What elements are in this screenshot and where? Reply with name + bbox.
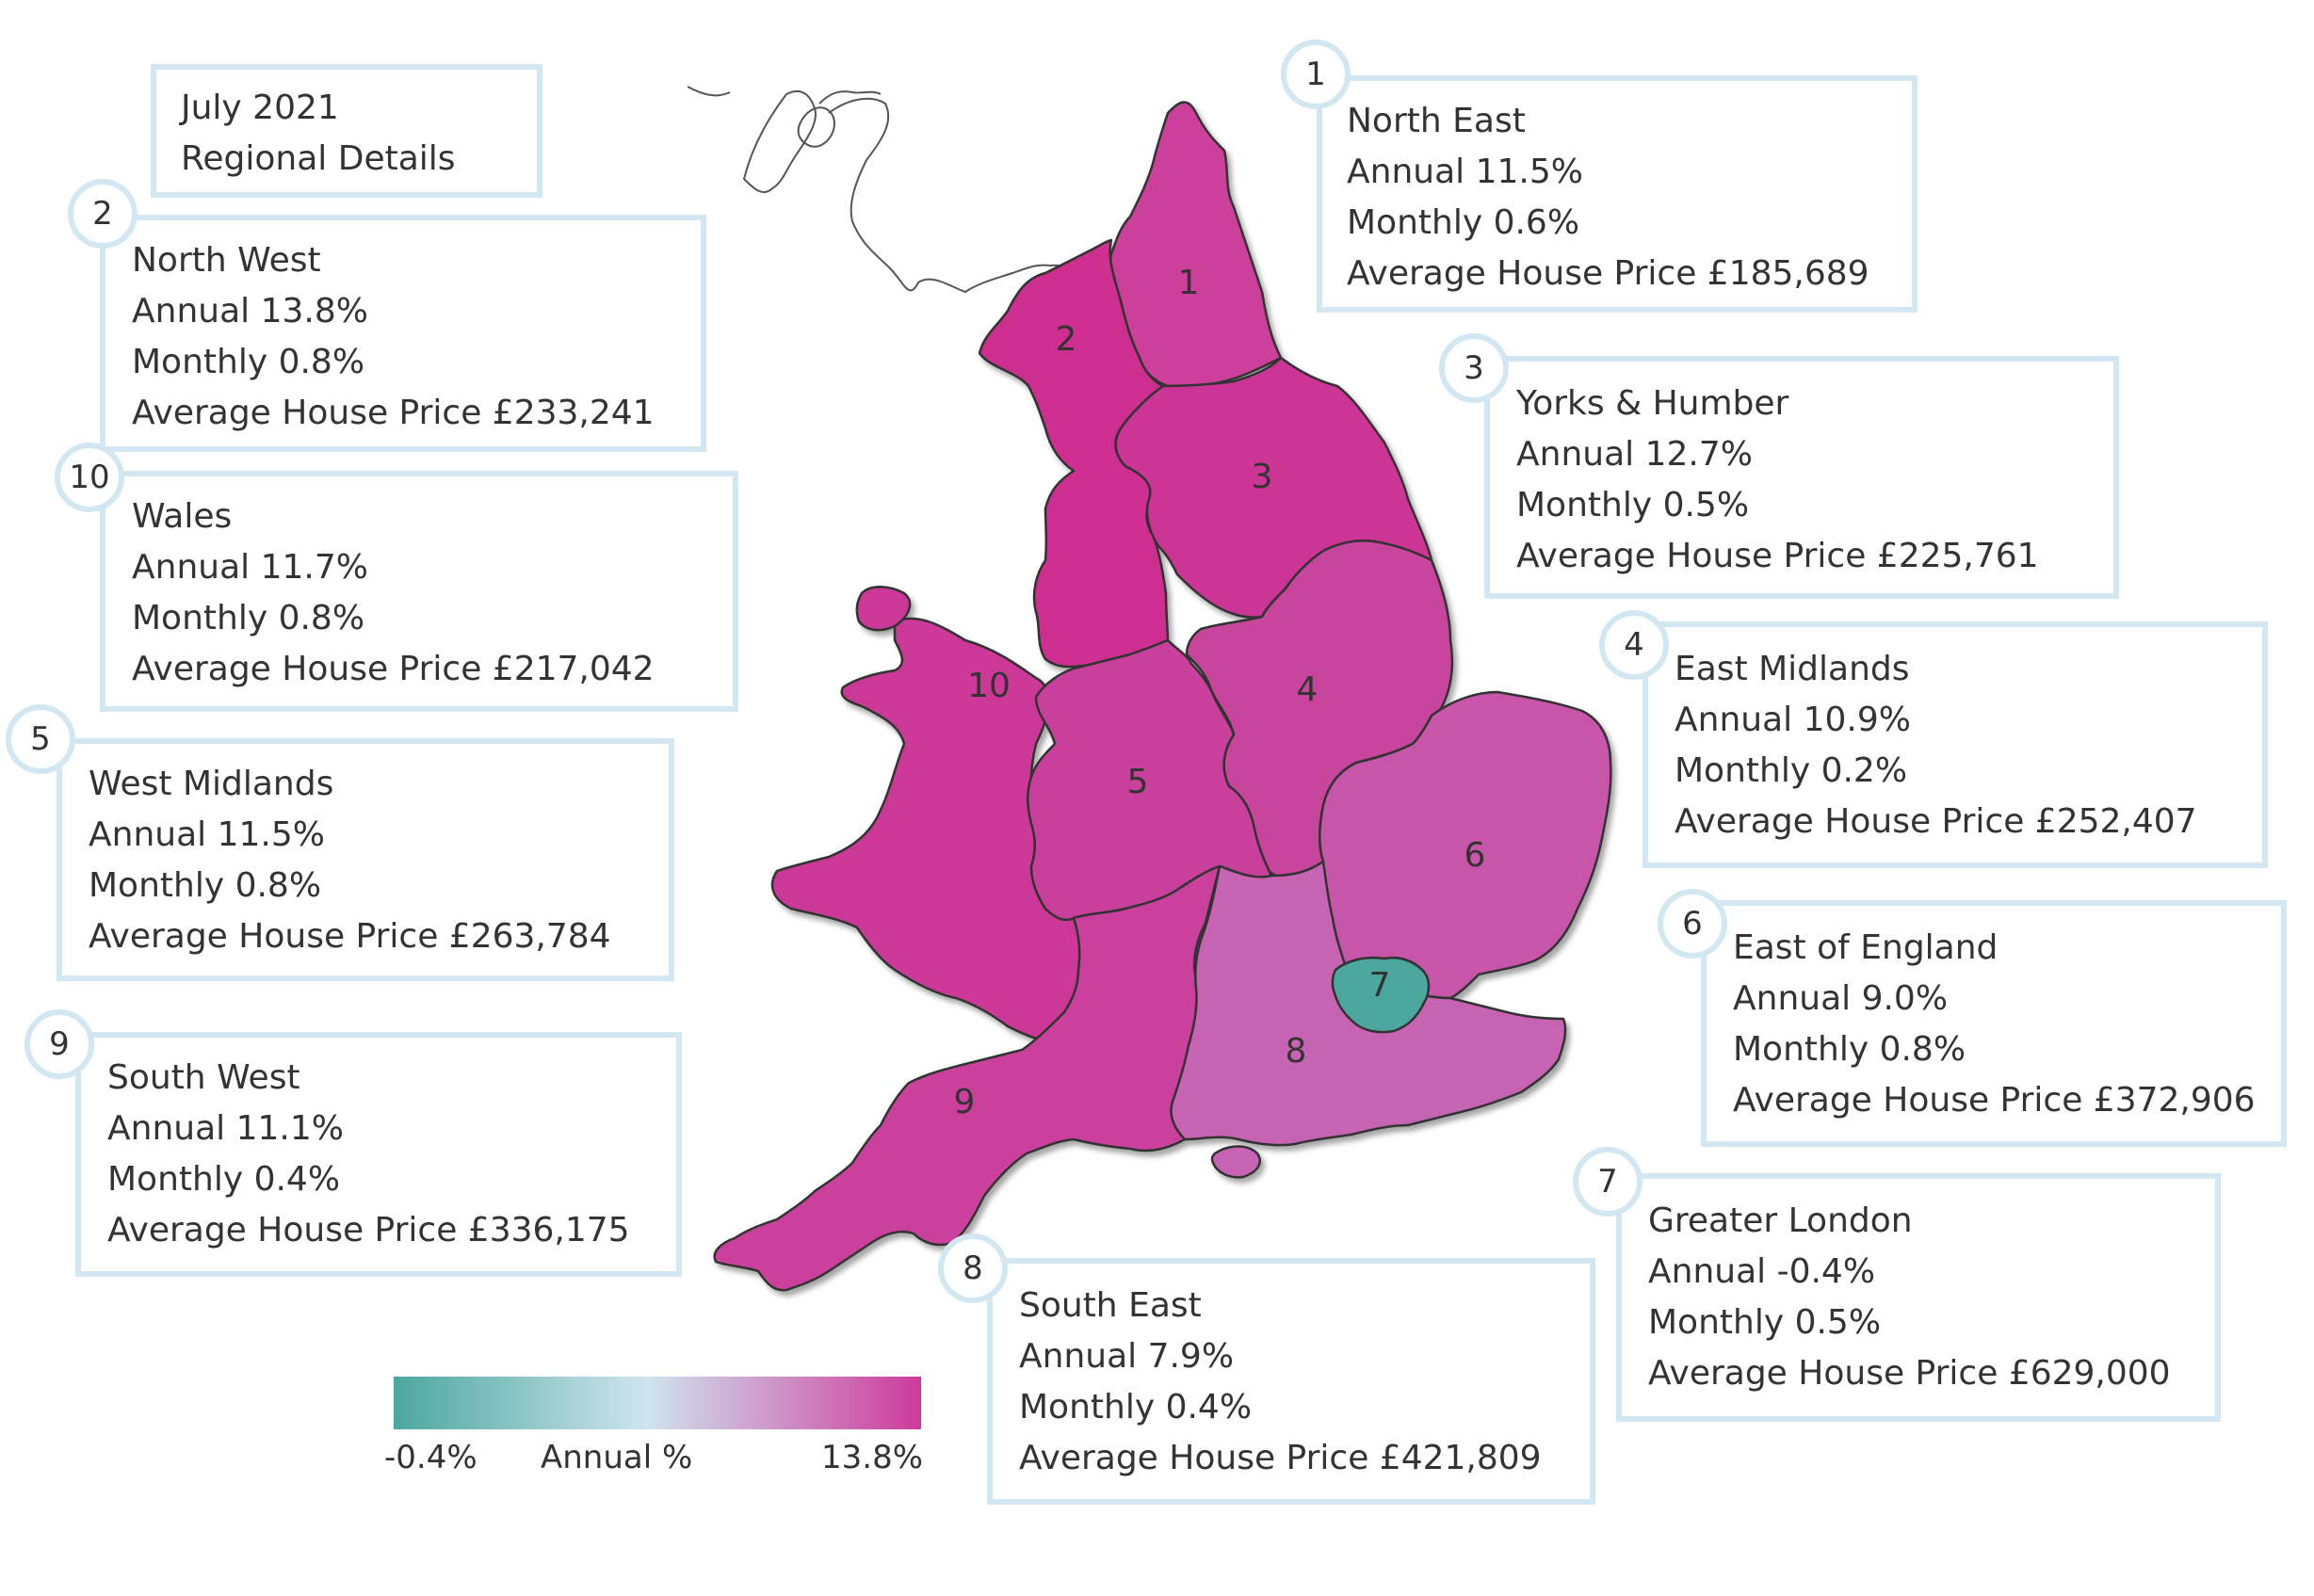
- region-annual: Annual 11.1%: [107, 1109, 344, 1148]
- title-subtitle: Regional Details: [181, 139, 456, 178]
- region-label-2: 2: [1056, 320, 1077, 359]
- badge-east-midlands: 4: [1599, 610, 1669, 680]
- region-price: Average House Price £263,784: [89, 917, 611, 956]
- region-wales[interactable]: [770, 617, 1082, 1041]
- region-price: Average House Price £185,689: [1347, 254, 1869, 293]
- region-monthly: Monthly 0.6%: [1347, 203, 1580, 242]
- region-name: North West: [132, 241, 321, 280]
- region-east-of-england[interactable]: [1319, 690, 1612, 1000]
- info-box-south-west: South West Annual 11.1% Monthly 0.4% Ave…: [75, 1032, 682, 1277]
- info-box-east-of-england: East of England Annual 9.0% Monthly 0.8%…: [1701, 900, 2287, 1147]
- region-south-east-isle-of-wight[interactable]: [1210, 1145, 1261, 1179]
- region-annual: Annual 10.9%: [1675, 701, 1911, 739]
- region-name: Yorks & Humber: [1516, 384, 1789, 423]
- info-box-east-midlands: East Midlands Annual 10.9% Monthly 0.2% …: [1642, 621, 2268, 868]
- region-price: Average House Price £629,000: [1648, 1354, 2171, 1393]
- info-box-north-west: North West Annual 13.8% Monthly 0.8% Ave…: [100, 215, 706, 452]
- region-annual: Annual 11.5%: [1347, 153, 1583, 191]
- legend-min-label: -0.4%: [384, 1439, 477, 1476]
- scotland-outline: [687, 86, 1084, 294]
- region-name: South East: [1019, 1286, 1202, 1325]
- region-monthly: Monthly 0.5%: [1648, 1303, 1882, 1342]
- region-annual: Annual 7.9%: [1019, 1337, 1235, 1376]
- region-annual: Annual 11.7%: [132, 548, 368, 587]
- region-greater-london[interactable]: [1331, 956, 1431, 1034]
- region-name: North East: [1347, 102, 1526, 140]
- title-box: July 2021 Regional Details: [151, 64, 542, 198]
- region-monthly: Monthly 0.4%: [1019, 1388, 1253, 1427]
- region-label-4: 4: [1297, 670, 1319, 709]
- info-box-wales: Wales Annual 11.7% Monthly 0.8% Average …: [100, 471, 738, 712]
- region-price: Average House Price £233,241: [132, 394, 655, 432]
- region-name: Greater London: [1648, 1201, 1913, 1240]
- badge-yorks-humber: 3: [1439, 333, 1509, 403]
- region-price: Average House Price £225,761: [1516, 537, 2039, 575]
- region-price: Average House Price £217,042: [132, 650, 655, 688]
- legend-max-label: 13.8%: [821, 1439, 924, 1476]
- badge-east-of-england: 6: [1658, 889, 1727, 959]
- region-label-3: 3: [1252, 458, 1273, 496]
- region-wales-anglesey[interactable]: [855, 586, 912, 632]
- region-label-1: 1: [1178, 264, 1200, 302]
- region-monthly: Monthly 0.8%: [1733, 1030, 1966, 1069]
- region-name: Wales: [132, 497, 233, 536]
- region-monthly: Monthly 0.4%: [107, 1160, 341, 1199]
- region-price: Average House Price £372,906: [1733, 1081, 2256, 1120]
- region-monthly: Monthly 0.2%: [1675, 751, 1908, 790]
- region-label-8: 8: [1286, 1032, 1307, 1071]
- badge-north-east: 1: [1281, 40, 1351, 109]
- badge-south-east: 8: [938, 1233, 1008, 1303]
- region-name: East Midlands: [1675, 650, 1910, 688]
- legend-color-scale: [394, 1377, 921, 1429]
- region-name: South West: [107, 1058, 300, 1097]
- scotland-outline-west: [818, 90, 882, 105]
- region-name: East of England: [1733, 928, 1998, 967]
- region-monthly: Monthly 0.8%: [89, 866, 322, 905]
- region-label-5: 5: [1127, 763, 1149, 801]
- badge-north-west: 2: [68, 179, 138, 249]
- region-label-10: 10: [967, 667, 1011, 705]
- region-price: Average House Price £336,175: [107, 1211, 630, 1249]
- info-box-greater-london: Greater London Annual -0.4% Monthly 0.5%…: [1616, 1173, 2221, 1422]
- badge-south-west: 9: [24, 1009, 94, 1079]
- region-price: Average House Price £252,407: [1675, 802, 2197, 841]
- region-name: West Midlands: [89, 765, 334, 803]
- region-monthly: Monthly 0.5%: [1516, 486, 1750, 524]
- region-annual: Annual 9.0%: [1733, 979, 1949, 1018]
- badge-greater-london: 7: [1573, 1147, 1642, 1217]
- region-annual: Annual 12.7%: [1516, 435, 1753, 474]
- legend-title: Annual %: [541, 1439, 693, 1476]
- region-label-6: 6: [1464, 836, 1486, 875]
- info-box-south-east: South East Annual 7.9% Monthly 0.4% Aver…: [987, 1258, 1595, 1505]
- region-annual: Annual 13.8%: [132, 292, 368, 330]
- region-annual: Annual -0.4%: [1648, 1252, 1876, 1291]
- info-box-yorks-humber: Yorks & Humber Annual 12.7% Monthly 0.5%…: [1484, 356, 2119, 599]
- info-box-north-east: North East Annual 11.5% Monthly 0.6% Ave…: [1317, 75, 1918, 313]
- region-monthly: Monthly 0.8%: [132, 343, 365, 381]
- region-label-7: 7: [1369, 966, 1391, 1005]
- region-price: Average House Price £421,809: [1019, 1439, 1542, 1477]
- region-north-east[interactable]: [1108, 101, 1283, 388]
- badge-west-midlands: 5: [6, 704, 75, 774]
- region-monthly: Monthly 0.8%: [132, 599, 365, 637]
- region-label-9: 9: [954, 1083, 976, 1121]
- region-annual: Annual 11.5%: [89, 815, 325, 854]
- info-box-west-midlands: West Midlands Annual 11.5% Monthly 0.8% …: [57, 738, 674, 981]
- badge-wales: 10: [55, 443, 124, 512]
- title-date: July 2021: [181, 89, 339, 127]
